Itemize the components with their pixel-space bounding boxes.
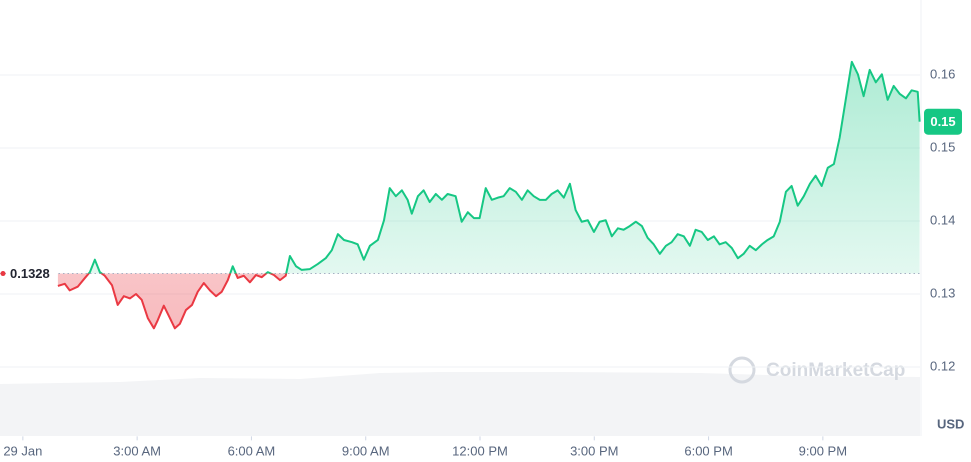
x-tick-label: 9:00 AM bbox=[342, 443, 390, 458]
currency-label: USD bbox=[937, 416, 964, 431]
x-tick-label: 9:00 PM bbox=[799, 443, 847, 458]
watermark-text: CoinMarketCap bbox=[766, 360, 905, 381]
price-tag bbox=[924, 108, 962, 135]
x-tick-label: 6:00 PM bbox=[684, 443, 732, 458]
y-tick-label: 0.12 bbox=[930, 358, 955, 373]
y-tick-label: 0.14 bbox=[930, 212, 955, 227]
price-line-up bbox=[87, 60, 921, 274]
watermark: CoinMarketCap bbox=[728, 356, 905, 384]
x-tick-label: 3:00 PM bbox=[570, 443, 618, 458]
baseline-label-bg bbox=[6, 264, 56, 283]
price-line-down bbox=[57, 273, 288, 330]
watermark-logo bbox=[728, 356, 756, 384]
baseline-label: 0.1328 bbox=[10, 266, 50, 281]
y-tick-label: 0.16 bbox=[930, 66, 955, 81]
x-tick-label: 29 Jan bbox=[3, 443, 42, 458]
y-tick-label: 0.13 bbox=[930, 285, 955, 300]
x-tick-label: 6:00 AM bbox=[228, 443, 276, 458]
area-down bbox=[57, 273, 920, 329]
volume-area bbox=[0, 372, 920, 436]
area-up bbox=[88, 61, 920, 274]
y-tick-label: 0.15 bbox=[930, 139, 955, 154]
price-tag-label: 0.15 bbox=[930, 114, 955, 129]
x-tick-label: 12:00 PM bbox=[452, 443, 508, 458]
baseline-marker bbox=[0, 271, 6, 277]
x-tick-label: 3:00 AM bbox=[113, 443, 161, 458]
